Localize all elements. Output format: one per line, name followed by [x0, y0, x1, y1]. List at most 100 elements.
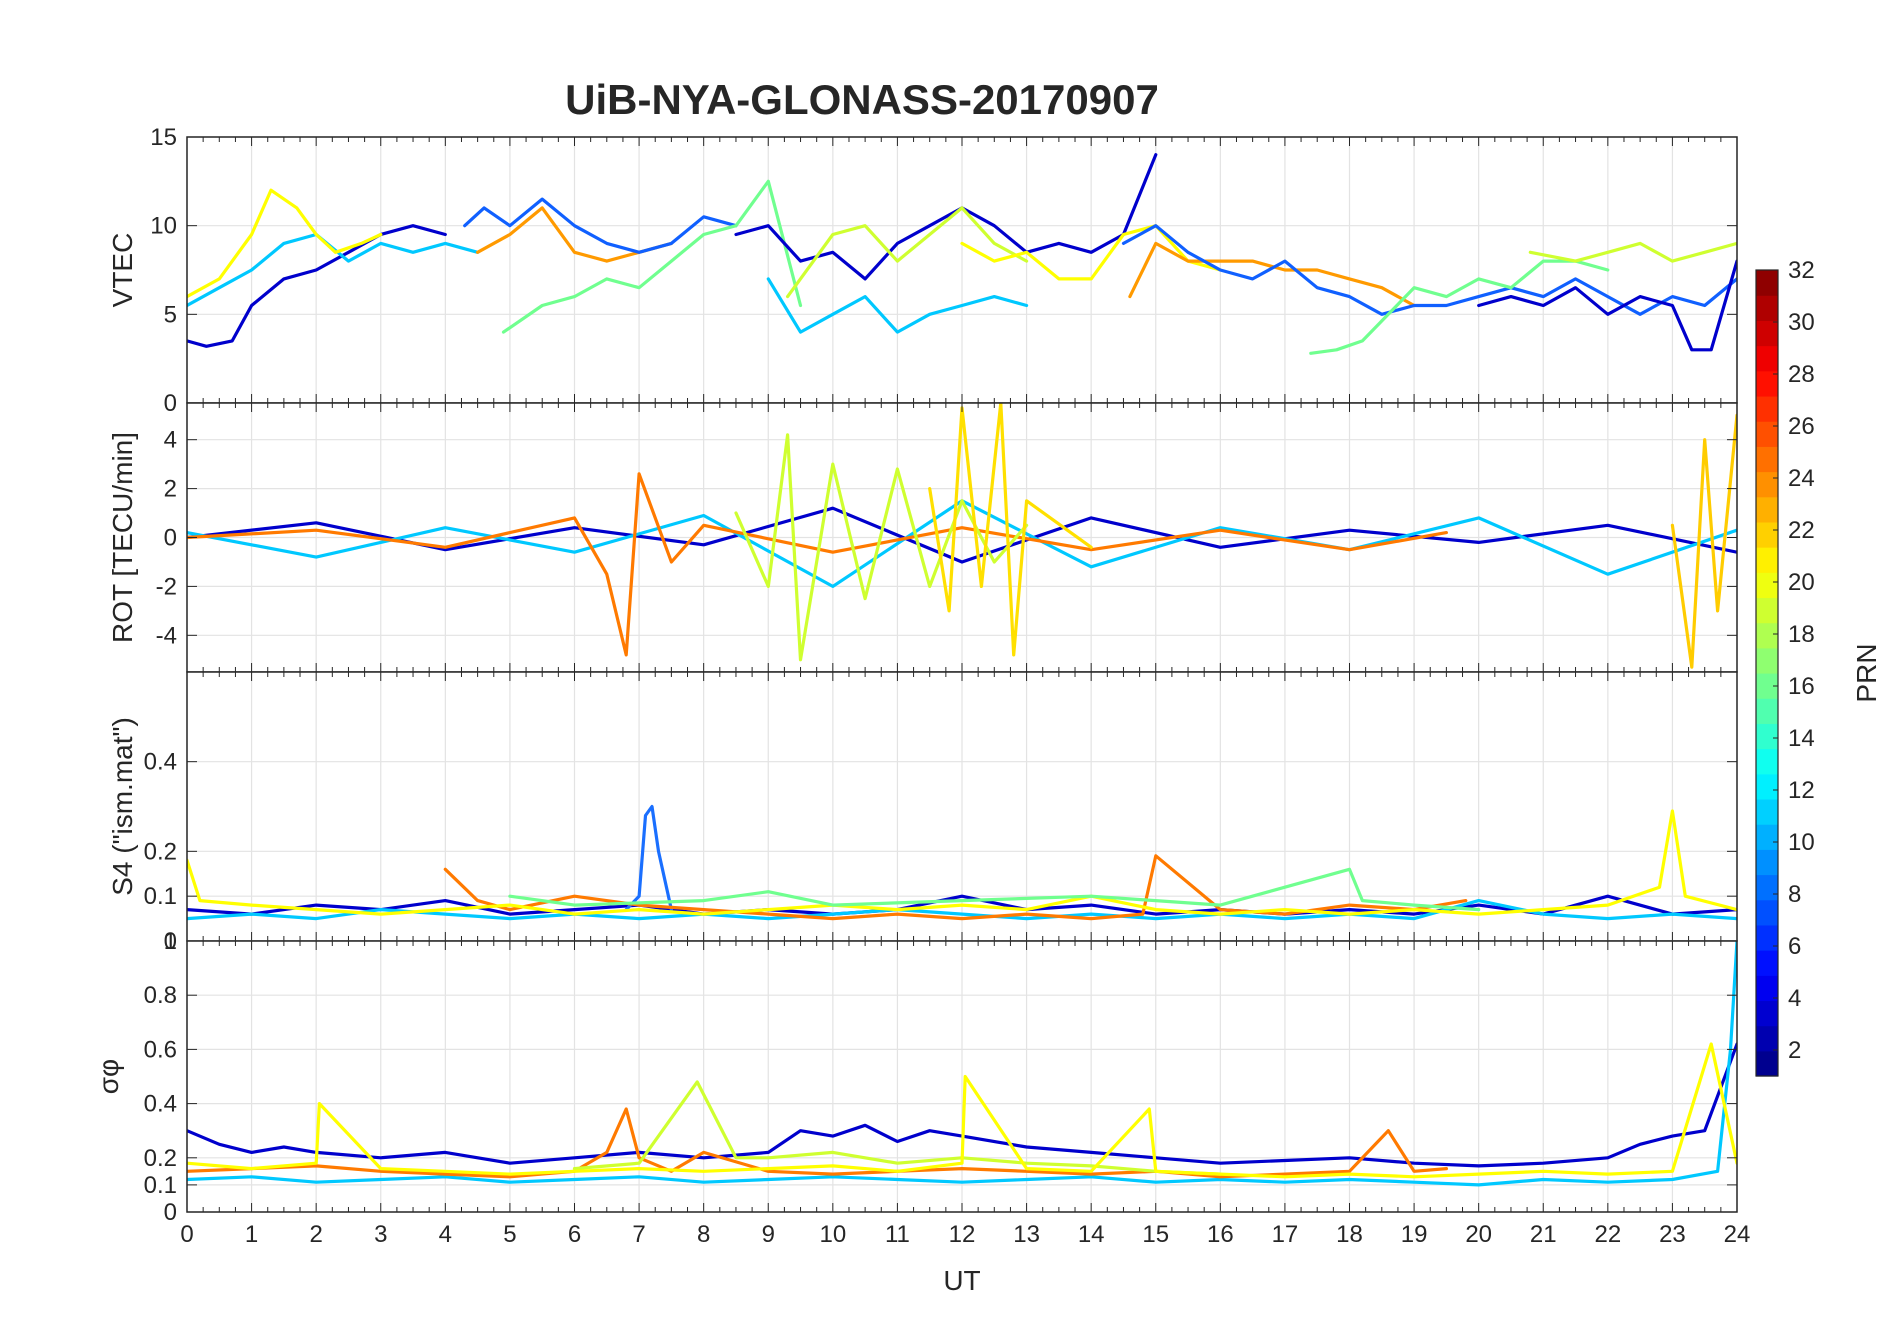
series-line	[187, 941, 1737, 1187]
colorbar-label: PRN	[1851, 643, 1882, 702]
series-line	[508, 867, 1481, 912]
x-tick-label: 7	[632, 1221, 645, 1248]
series-group	[187, 153, 1737, 355]
y-tick-label: 0.4	[144, 1091, 177, 1118]
y-tick-label: 0.6	[144, 1036, 177, 1063]
y-tick-label: 0.1	[144, 883, 177, 910]
series-line	[187, 1042, 1737, 1179]
series-line	[187, 472, 1449, 657]
colorbar-segment	[1756, 496, 1778, 523]
panel-2: -4 -2 0 2 4 ROT [TECU/min]	[107, 402, 1738, 673]
colorbar-tick-label: 26	[1788, 413, 1815, 440]
colorbar-segment	[1756, 1050, 1778, 1077]
x-tick-label: 11	[885, 1221, 910, 1248]
x-tick-label: 21	[1530, 1221, 1557, 1248]
y-tick-label: 0.1	[144, 1172, 177, 1199]
x-tick-label: 23	[1659, 1221, 1686, 1248]
series-group	[187, 941, 1737, 1187]
x-tick-label: 4	[439, 1221, 452, 1248]
series-line	[1128, 241, 1416, 308]
y-tick-label: 0.4	[144, 749, 177, 776]
y-axis-label: ROT [TECU/min]	[107, 432, 138, 643]
colorbar-segment	[1756, 673, 1778, 699]
colorbar-segment	[1756, 798, 1778, 825]
x-axis-label: UT	[943, 1265, 980, 1296]
colorbar-segment	[1756, 370, 1778, 397]
series-line	[443, 854, 1468, 921]
series-line	[187, 224, 447, 348]
series-line	[501, 179, 803, 334]
colorbar-segment	[1756, 723, 1778, 750]
x-tick-label: 1	[245, 1221, 258, 1248]
colorbar-segment	[1756, 647, 1778, 674]
x-tick-label: 24	[1724, 1221, 1751, 1248]
colorbar-segment	[1756, 950, 1778, 976]
colorbar-segment	[1756, 446, 1778, 473]
y-tick-label: 0	[164, 390, 177, 417]
colorbar-segment	[1756, 748, 1778, 775]
series-group	[187, 804, 1737, 921]
y-axis-label: S4 ("ism.mat")	[107, 717, 138, 896]
y-tick-label: 10	[150, 213, 177, 240]
y-tick-label: 0.2	[144, 1145, 177, 1172]
series-line	[187, 506, 1737, 564]
colorbar-tick-label: 2	[1788, 1037, 1801, 1064]
x-tick-label: 5	[503, 1221, 516, 1248]
colorbar-tick-label: 22	[1788, 517, 1815, 544]
colorbar-segment	[1756, 824, 1778, 850]
x-tick-label: 13	[1013, 1221, 1040, 1248]
series-line	[187, 188, 383, 299]
y-tick-label: 5	[164, 301, 177, 328]
y-axis-label: σφ	[93, 1059, 124, 1094]
series-group	[187, 403, 1737, 669]
colorbar-frame	[1755, 269, 1779, 1077]
colorbar-segment	[1756, 421, 1778, 447]
colorbar-tick-label: 20	[1788, 569, 1815, 596]
x-tick-label: 14	[1078, 1221, 1105, 1248]
colorbar-segment	[1756, 622, 1778, 649]
colorbar-segment	[1756, 899, 1778, 926]
y-tick-label: -2	[156, 573, 177, 600]
series-line	[463, 197, 738, 254]
series-line	[187, 809, 1737, 916]
x-tick-label: 18	[1336, 1221, 1363, 1248]
y-tick-label: 15	[150, 124, 177, 151]
colorbar-segment	[1756, 1025, 1778, 1052]
x-tick-label: 10	[819, 1221, 846, 1248]
y-tick-label: 0.8	[144, 982, 177, 1009]
y-axis-label: VTEC	[107, 233, 138, 308]
colorbar-segment	[1756, 547, 1778, 573]
colorbar-tick-label: 16	[1788, 673, 1815, 700]
colorbar-tick-label: 8	[1788, 881, 1801, 908]
series-line	[1670, 413, 1737, 669]
series-line	[187, 1042, 1737, 1168]
colorbar-segment	[1756, 874, 1778, 901]
colorbar-segment	[1756, 849, 1778, 876]
colorbar-segment	[1756, 270, 1778, 296]
colorbar-tick-label: 4	[1788, 985, 1801, 1012]
x-tick-label: 12	[949, 1221, 976, 1248]
y-tick-label: 1	[164, 928, 177, 955]
series-line	[928, 403, 1093, 657]
y-tick-label: -4	[156, 622, 177, 649]
panel-3: 0 0.1 0.2 0.4S4 ("ism.mat")	[107, 671, 1738, 955]
series-line	[1528, 241, 1737, 263]
series-line	[1309, 259, 1610, 355]
colorbar-segment	[1756, 320, 1778, 347]
y-tick-label: 0.2	[144, 838, 177, 865]
colorbar-segment	[1756, 1000, 1778, 1027]
colorbar-segment	[1756, 572, 1778, 599]
series-line	[734, 153, 1158, 281]
series-line	[785, 206, 1029, 299]
colorbar-segment	[1756, 345, 1778, 372]
colorbar-segment	[1756, 395, 1778, 422]
colorbar-segment	[1756, 295, 1778, 321]
x-tick-label: 22	[1594, 1221, 1621, 1248]
colorbar-segment	[1756, 698, 1778, 724]
colorbar-tick-label: 6	[1788, 933, 1801, 960]
series-line	[1121, 224, 1737, 316]
y-tick-label: 0	[164, 1199, 177, 1226]
